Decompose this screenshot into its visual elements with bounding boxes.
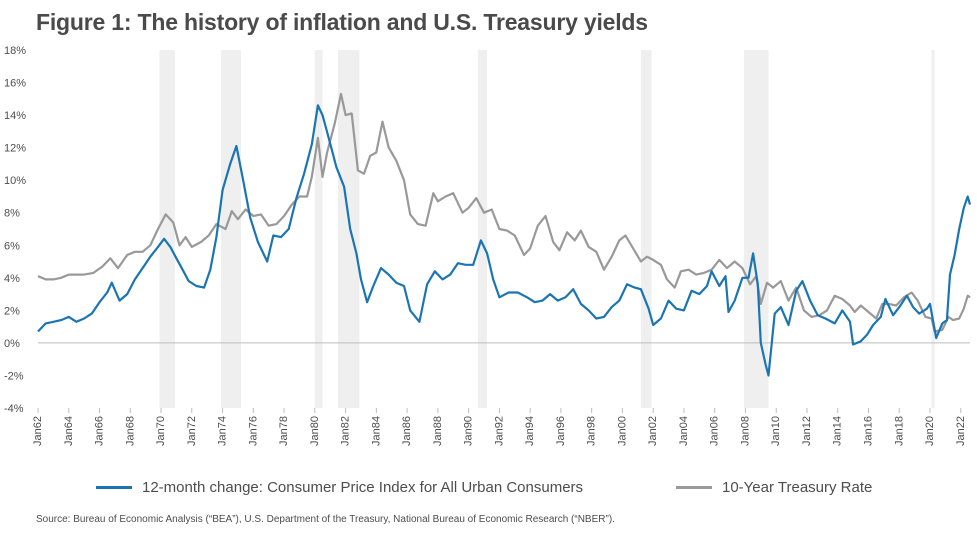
x-tick-label: Jan62 [32,416,44,446]
y-tick-label: 14% [4,110,26,122]
recession-band [314,50,323,408]
recession-band [159,50,175,408]
x-tick-label: Jan14 [832,416,844,446]
y-tick-label: 10% [4,175,26,187]
x-tick-label: Jan86 [401,416,413,446]
x-tick-label: Jan20 [924,416,936,446]
chart-title: Figure 1: The history of inflation and U… [36,9,648,35]
legend-item-cpi: 12-month change: Consumer Price Index fo… [96,479,583,496]
x-tick-label: Jan74 [217,416,229,446]
series-layer [37,92,972,377]
source-note: Source: Bureau of Economic Analysis (“BE… [36,514,615,525]
y-tick-label: 0% [4,338,20,350]
y-tick-label: 16% [4,78,26,90]
x-tick-label: Jan94 [524,416,536,446]
y-tick-label: 6% [4,240,20,252]
x-tick-label: Jan84 [370,416,382,446]
legend-item-treasury: 10-Year Treasury Rate [676,479,872,496]
x-tick-label: Jan92 [493,416,505,446]
x-tick-label: Jan88 [432,416,444,446]
cpi-line [37,104,972,377]
x-tick-label: Jan00 [616,416,628,446]
legend-label-treasury: 10-Year Treasury Rate [722,479,873,496]
x-tick-label: Jan06 [709,416,721,446]
x-tick-label: Jan02 [647,416,659,446]
x-tick-label: Jan08 [739,416,751,446]
x-tick-label: Jan76 [247,416,259,446]
y-tick-label: -4% [4,403,24,415]
x-tick-label: Jan04 [678,416,690,446]
recession-band [477,50,488,408]
x-tick-label: Jan12 [801,416,813,446]
x-tick-label: Jan66 [94,416,106,446]
recession-band [931,50,935,408]
legend-label-cpi: 12-month change: Consumer Price Index fo… [142,479,584,496]
x-tick-label: Jan16 [862,416,874,446]
y-tick-label: 2% [4,305,20,317]
recession-band [221,50,242,408]
recession-band [337,50,360,408]
y-tick-label: 18% [4,45,26,57]
y-tick-label: 12% [4,143,26,155]
x-tick-label: Jan70 [155,416,167,446]
axis-layer: -4% -2% 0% 2% 4% 6% 8% 10% 12% 14% 16% 18% Jan62 Jan6… [4,45,970,446]
x-tick-label: Jan10 [770,416,782,446]
recession-band [640,50,652,408]
recession-shading-layer [159,50,935,408]
x-tick-label: Jan68 [124,416,136,446]
legend-swatch-treasury [676,486,712,489]
treasury-line [37,92,971,333]
x-tick-label: Jan72 [186,416,198,446]
recession-band [743,50,769,408]
x-tick-label: Jan18 [893,416,905,446]
legend-swatch-cpi [96,486,132,489]
x-tick-label: Jan90 [463,416,475,446]
line-chart: -4% -2% 0% 2% 4% 6% 8% 10% 12% 14% 16% 18% Jan62 Jan6… [4,45,972,446]
x-tick-label: Jan64 [63,416,75,446]
legend: 12-month change: Consumer Price Index fo… [0,479,977,499]
x-tick-label: Jan22 [955,416,967,446]
y-tick-label: 8% [4,208,20,220]
x-tick-label: Jan96 [555,416,567,446]
x-tick-label: Jan78 [278,416,290,446]
x-tick-label: Jan82 [340,416,352,446]
x-tick-label: Jan80 [309,416,321,446]
y-tick-label: -2% [4,370,24,382]
x-tick-label: Jan98 [586,416,598,446]
y-tick-label: 4% [4,273,20,285]
